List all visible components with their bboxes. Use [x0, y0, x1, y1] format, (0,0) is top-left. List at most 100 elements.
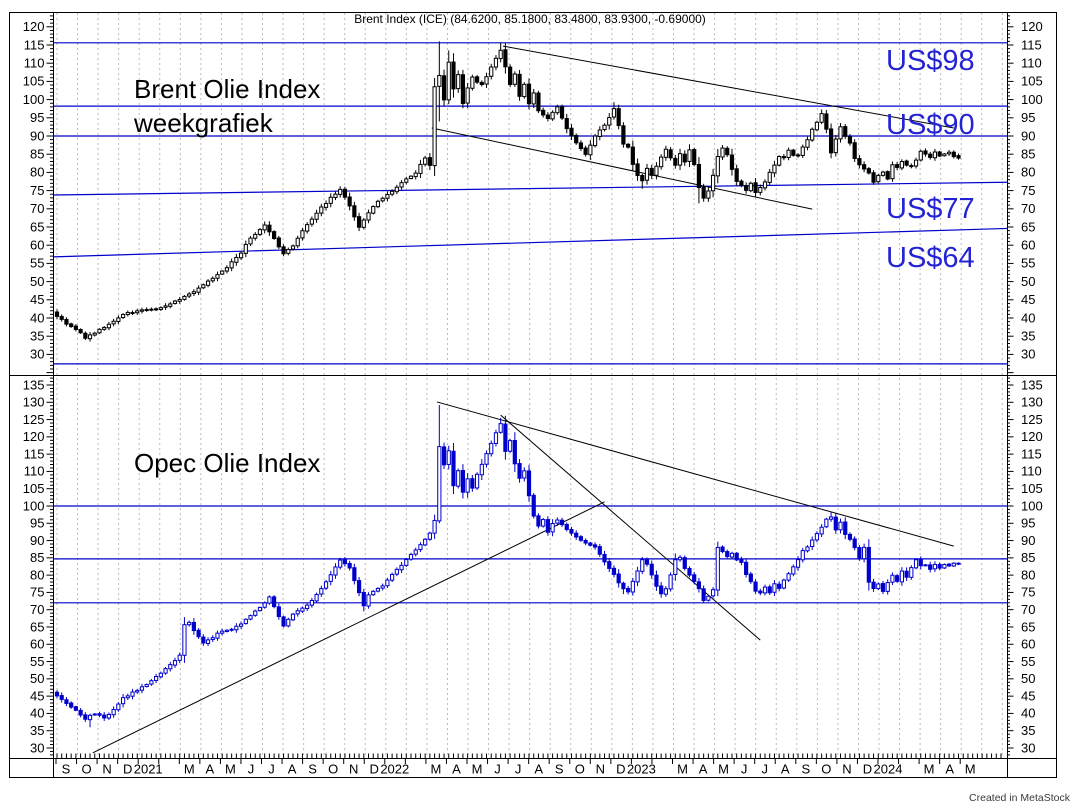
candle-body — [73, 706, 78, 711]
candle-body — [102, 326, 107, 330]
candle-body — [847, 533, 853, 540]
y-tick-label: 50 — [30, 671, 44, 686]
candle-body — [909, 165, 914, 168]
candle-body — [640, 559, 645, 572]
y-tick-label: 135 — [1021, 377, 1043, 392]
candle-body — [932, 563, 938, 570]
candle-body — [465, 87, 470, 104]
candle-body — [375, 587, 381, 592]
y-tick-label: 100 — [1021, 92, 1043, 107]
candle-body — [626, 587, 631, 593]
candle-body — [866, 168, 871, 174]
candle-body — [371, 206, 376, 214]
candle-body — [498, 423, 503, 433]
candle-body — [607, 561, 612, 569]
month-label: M — [677, 762, 688, 777]
month-label: J — [248, 762, 255, 777]
candle-body — [243, 618, 248, 625]
candle-body — [640, 174, 645, 182]
candle-body — [541, 519, 546, 527]
candle-body — [375, 200, 381, 208]
candle-body — [238, 252, 244, 259]
candle-body — [923, 564, 928, 567]
candles — [54, 41, 961, 728]
candle-body — [904, 570, 909, 578]
y-tick-label: 115 — [24, 446, 45, 461]
candle-body — [59, 695, 64, 700]
candle-body — [852, 142, 857, 159]
candle-body — [262, 602, 267, 608]
candle-body — [522, 470, 527, 479]
y-tick-label: 115 — [1021, 37, 1042, 52]
candle-body — [451, 61, 456, 90]
y-tick-label: 30 — [1021, 347, 1035, 362]
candle-body — [361, 219, 366, 228]
y-tick-label: 120 — [23, 19, 45, 34]
candle-body — [116, 317, 121, 322]
y-tick-label: 55 — [30, 256, 44, 271]
month-label: A — [699, 762, 708, 777]
candle-body — [130, 691, 135, 697]
candle-body — [408, 175, 414, 179]
month-label: 2021 — [134, 762, 163, 777]
candle-body — [441, 446, 447, 466]
price-level-label-64: US$64 — [886, 242, 975, 274]
chart-title: Brent Index (ICE) (84.6200, 85.1800, 83.… — [354, 12, 706, 26]
candle-body — [309, 599, 314, 606]
month-label: N — [596, 762, 605, 777]
candle-body — [144, 683, 149, 688]
weekgrafiek-label: weekgrafiek — [134, 108, 273, 138]
candle-body — [744, 561, 749, 575]
candle-body — [786, 149, 791, 158]
candle-body — [508, 440, 513, 452]
candle-body — [342, 188, 348, 198]
candle-body — [956, 562, 961, 565]
candle-body — [828, 128, 834, 154]
candle-body — [149, 308, 154, 311]
candle-body — [890, 574, 895, 583]
candle-body — [654, 165, 659, 176]
month-label: D — [370, 762, 379, 777]
candle-body — [777, 583, 782, 589]
candle-body — [347, 562, 352, 569]
y-tick-label: 80 — [30, 567, 44, 582]
y-tick-label: 40 — [30, 706, 44, 721]
candle-body — [644, 559, 650, 565]
candle-body — [833, 516, 838, 531]
support-line — [52, 181, 1008, 196]
candle-body — [182, 295, 187, 300]
candle-body — [323, 203, 329, 208]
support-line — [52, 227, 1008, 258]
candle-body — [574, 532, 579, 538]
candle-body — [423, 538, 428, 546]
candle-body — [814, 121, 820, 131]
candle-body — [951, 151, 956, 158]
candle-body — [578, 536, 584, 541]
candle-body — [493, 432, 499, 444]
y-tick-label: 105 — [23, 481, 45, 496]
y-tick-label: 75 — [30, 183, 44, 198]
candle-body — [106, 323, 112, 329]
y-tick-label: 75 — [1021, 183, 1035, 198]
y-tick-label: 90 — [1021, 128, 1035, 143]
y-tick-label: 85 — [1021, 550, 1035, 565]
candle-body — [701, 186, 706, 199]
y-tick-label: 105 — [23, 74, 45, 89]
candle-body — [120, 314, 126, 319]
brent-index-label: Brent Olie Index — [134, 74, 321, 104]
candle-body — [338, 188, 343, 195]
candle-body — [87, 714, 93, 721]
month-label: M — [472, 762, 483, 777]
candle-body — [857, 158, 862, 166]
y-tick-label: 55 — [30, 654, 44, 669]
candle-body — [163, 305, 168, 308]
candle-body — [446, 61, 451, 101]
y-tick-label: 60 — [1021, 637, 1035, 652]
candle-body — [479, 463, 484, 476]
y-tick-label: 30 — [1021, 740, 1035, 755]
candle-body — [559, 106, 565, 119]
candle-body — [404, 559, 409, 566]
candle-body — [937, 564, 942, 569]
candle-body — [394, 568, 399, 575]
candle-body — [682, 153, 687, 163]
